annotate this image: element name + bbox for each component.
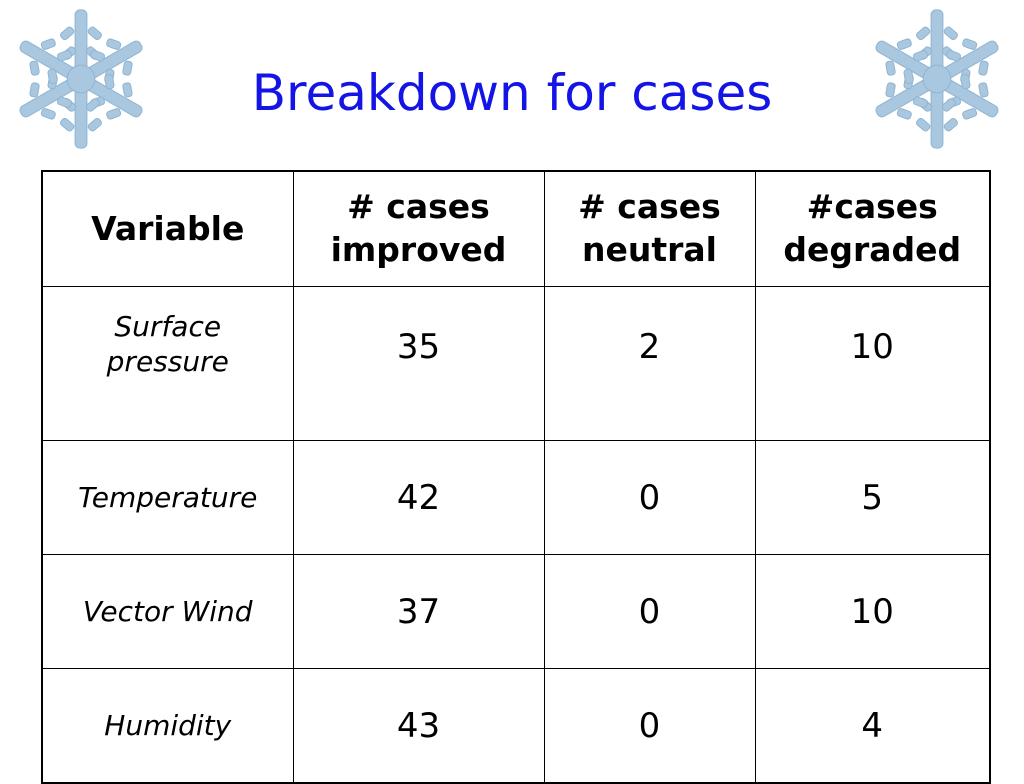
header-variable: Variable xyxy=(41,170,294,287)
header-cases-neutral: # cases neutral xyxy=(543,170,756,287)
cell-neutral: 0 xyxy=(543,554,756,669)
page-title: Breakdown for cases xyxy=(251,64,773,122)
header-cases-degraded: #cases degraded xyxy=(754,170,991,287)
snowflake-icon xyxy=(9,9,153,149)
cell-neutral: 0 xyxy=(543,668,756,784)
cell-neutral: 2 xyxy=(543,286,756,441)
snowflake-icon xyxy=(865,9,1009,149)
cell-improved: 37 xyxy=(292,554,545,669)
cell-variable: Vector Wind xyxy=(41,554,294,669)
table-row: Vector Wind 37 0 10 xyxy=(41,554,991,669)
cell-improved: 42 xyxy=(292,440,545,555)
cell-neutral: 0 xyxy=(543,440,756,555)
cell-variable: Humidity xyxy=(41,668,294,784)
header-cases-improved: # cases improved xyxy=(292,170,545,287)
cell-improved: 43 xyxy=(292,668,545,784)
table-row: Humidity 43 0 4 xyxy=(41,668,991,784)
cell-degraded: 5 xyxy=(754,440,991,555)
cell-degraded: 10 xyxy=(754,554,991,669)
cell-variable: Temperature xyxy=(41,440,294,555)
table-row: Surface pressure 35 2 10 xyxy=(41,286,991,441)
cell-improved: 35 xyxy=(292,286,545,441)
table-header-row: Variable # cases improved # cases neutral … xyxy=(41,170,991,287)
cell-degraded: 4 xyxy=(754,668,991,784)
cell-degraded: 10 xyxy=(754,286,991,441)
table-row: Temperature 42 0 5 xyxy=(41,440,991,555)
cell-variable: Surface pressure xyxy=(41,286,294,441)
breakdown-table: Variable # cases improved # cases neutral … xyxy=(41,170,991,784)
